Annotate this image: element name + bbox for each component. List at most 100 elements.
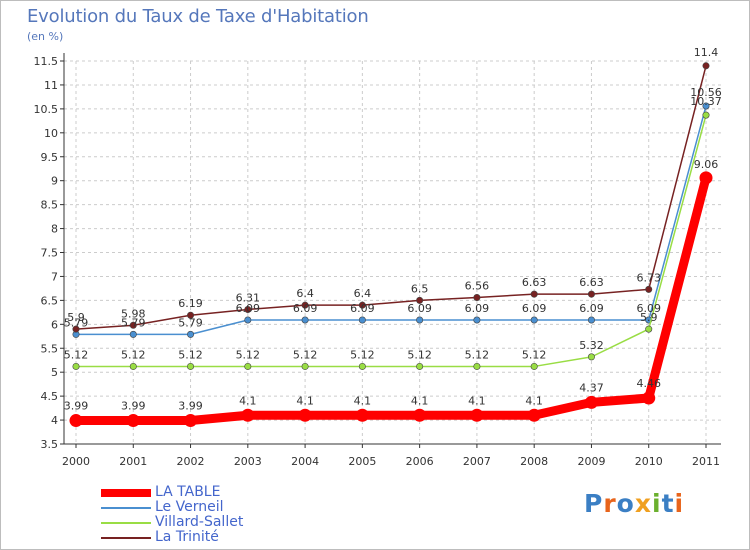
legend-swatch xyxy=(101,507,151,509)
data-point-la-trinit- xyxy=(129,321,137,329)
data-point-villard-sallet xyxy=(129,362,137,370)
data-label-villard-sallet: 10.37 xyxy=(690,95,722,108)
data-label-la-table: 3.99 xyxy=(121,400,146,413)
y-tick-label: 11.5 xyxy=(34,55,59,68)
data-label-la-trinit-: 6.73 xyxy=(636,271,661,284)
series-line-la-trinit- xyxy=(75,65,707,330)
grid-layer xyxy=(64,60,721,445)
data-label-la-table: 4.1 xyxy=(411,394,429,407)
data-point-le-verneil xyxy=(530,316,538,324)
series-layer xyxy=(69,62,713,428)
data-label-la-table: 3.99 xyxy=(178,400,203,413)
data-label-la-trinit-: 6.5 xyxy=(411,282,429,295)
logo-letter: i xyxy=(652,489,662,518)
data-label-la-trinit-: 6.19 xyxy=(178,297,203,310)
data-point-la-table xyxy=(69,414,83,428)
data-label-la-table: 4.1 xyxy=(239,394,257,407)
data-label-la-trinit-: 6.63 xyxy=(522,276,547,289)
data-label-villard-sallet: 5.12 xyxy=(64,348,89,361)
legend-label: La Trinité xyxy=(155,529,219,545)
data-label-le-verneil: 5.79 xyxy=(121,316,146,329)
data-point-le-verneil xyxy=(129,330,137,338)
data-label-villard-sallet: 5.12 xyxy=(407,348,432,361)
data-point-villard-sallet xyxy=(587,353,595,361)
data-label-la-table: 9.06 xyxy=(694,158,719,171)
y-tick-label: 11 xyxy=(44,79,58,92)
x-tick-label: 2000 xyxy=(62,455,90,468)
data-label-layer: 3.99 3.99 3.99 4.1 4.1 4.1 4.1 4.1 4.1 4.37 4.46 9.… xyxy=(64,46,722,413)
data-point-la-table xyxy=(241,408,255,422)
data-label-la-trinit-: 11.4 xyxy=(694,46,719,59)
data-point-villard-sallet xyxy=(645,325,653,333)
y-tick-label: 5.5 xyxy=(41,342,59,355)
data-label-la-table: 4.1 xyxy=(468,394,486,407)
data-point-la-table xyxy=(584,395,598,409)
data-label-le-verneil: 6.09 xyxy=(522,302,547,315)
data-label-le-verneil: 6.09 xyxy=(350,302,375,315)
data-label-le-verneil: 6.09 xyxy=(465,302,490,315)
legend-swatch xyxy=(101,489,151,497)
data-label-la-trinit-: 6.56 xyxy=(465,280,490,293)
data-point-la-trinit- xyxy=(530,290,538,298)
x-tick-label: 2001 xyxy=(119,455,147,468)
data-point-la-table xyxy=(298,408,312,422)
legend-label: Le Verneil xyxy=(155,499,224,515)
x-tick-label: 2006 xyxy=(406,455,434,468)
data-point-la-trinit- xyxy=(72,325,80,333)
x-tick-label: 2007 xyxy=(463,455,491,468)
logo-letter: r xyxy=(603,489,617,518)
data-label-villard-sallet: 5.12 xyxy=(121,348,146,361)
data-label-villard-sallet: 5.12 xyxy=(178,348,203,361)
y-tick-label: 6 xyxy=(51,318,58,331)
data-point-villard-sallet xyxy=(530,362,538,370)
data-point-la-trinit- xyxy=(702,62,710,70)
proxiti-logo: Proxiti xyxy=(584,489,684,518)
data-point-le-verneil xyxy=(301,316,309,324)
data-point-la-trinit- xyxy=(645,285,653,293)
data-label-la-trinit-: 6.4 xyxy=(296,287,314,300)
data-label-le-verneil: 6.09 xyxy=(236,302,261,315)
data-point-le-verneil xyxy=(473,316,481,324)
data-label-la-trinit-: 5.98 xyxy=(121,307,146,320)
x-tick-label: 2010 xyxy=(635,455,663,468)
data-label-le-verneil: 10.56 xyxy=(690,86,722,99)
chart-title: Evolution du Taux de Taxe d'Habitation xyxy=(27,6,369,27)
x-tick-label: 2004 xyxy=(291,455,319,468)
data-point-le-verneil xyxy=(187,330,195,338)
data-label-la-trinit-: 6.63 xyxy=(579,276,604,289)
data-label-villard-sallet: 5.12 xyxy=(236,348,261,361)
data-point-la-trinit- xyxy=(416,296,424,304)
data-point-villard-sallet xyxy=(187,362,195,370)
y-tick-label: 10.5 xyxy=(34,103,59,116)
data-point-la-table xyxy=(184,414,198,428)
data-label-la-table: 4.37 xyxy=(579,381,604,394)
data-point-le-verneil xyxy=(358,316,366,324)
y-tick-label: 10 xyxy=(44,127,58,140)
legend-swatch xyxy=(101,537,151,539)
data-label-la-table: 4.1 xyxy=(296,394,314,407)
data-label-villard-sallet: 5.12 xyxy=(350,348,375,361)
logo-letter: o xyxy=(616,489,635,518)
data-point-la-table xyxy=(642,391,656,405)
y-tick-label: 7 xyxy=(51,270,58,283)
y-tick-label: 8 xyxy=(51,223,58,236)
data-label-le-verneil: 6.09 xyxy=(636,302,661,315)
x-tick-label: 2002 xyxy=(177,455,205,468)
data-point-la-table xyxy=(527,408,541,422)
data-label-la-table: 4.46 xyxy=(636,377,661,390)
data-point-la-table xyxy=(470,408,484,422)
data-label-villard-sallet: 5.12 xyxy=(465,348,490,361)
data-label-le-verneil: 6.09 xyxy=(293,302,318,315)
legend-swatch xyxy=(101,522,151,524)
data-point-le-verneil xyxy=(702,102,710,110)
data-label-la-table: 3.99 xyxy=(64,400,89,413)
data-point-la-table xyxy=(699,171,713,185)
y-tick-label: 4.5 xyxy=(41,390,59,403)
logo-letter: x xyxy=(634,489,652,518)
x-tick-label: 2009 xyxy=(577,455,605,468)
series-line-villard-sallet xyxy=(76,114,707,368)
y-tick-label: 7.5 xyxy=(41,247,59,260)
data-point-la-trinit- xyxy=(244,305,252,313)
x-tick-label: 2005 xyxy=(348,455,376,468)
